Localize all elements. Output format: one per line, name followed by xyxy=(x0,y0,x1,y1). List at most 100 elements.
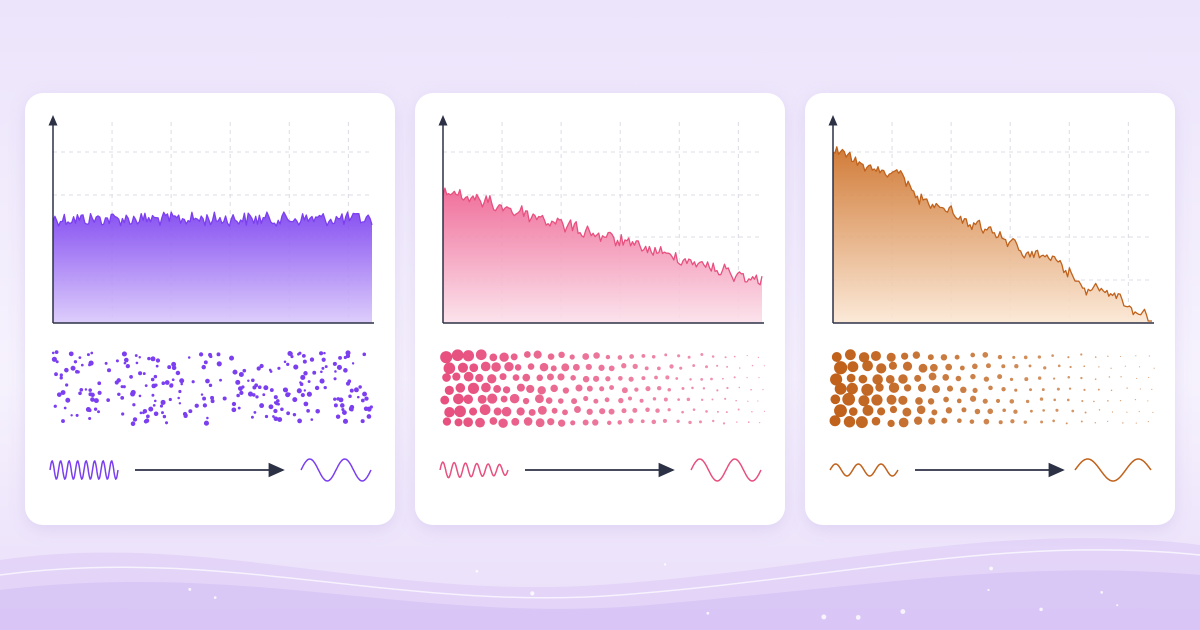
dot xyxy=(618,375,623,381)
dot xyxy=(664,353,668,357)
dot xyxy=(75,413,79,417)
dot xyxy=(1111,411,1114,413)
dot xyxy=(737,408,740,411)
dot xyxy=(692,364,696,367)
dot xyxy=(369,405,373,409)
dot xyxy=(599,408,606,415)
dot xyxy=(1029,388,1033,392)
dot xyxy=(677,398,680,401)
dot xyxy=(130,389,136,395)
dot xyxy=(276,399,280,403)
dot xyxy=(171,361,177,367)
dot xyxy=(677,354,681,358)
dot xyxy=(724,356,727,359)
dot xyxy=(593,398,599,404)
dot xyxy=(1083,388,1086,391)
dot xyxy=(1138,410,1140,413)
dot xyxy=(122,385,126,389)
dot xyxy=(1083,365,1086,368)
dot xyxy=(171,366,176,370)
dot xyxy=(88,363,91,367)
dot xyxy=(161,411,164,415)
dot xyxy=(1110,389,1113,392)
dot xyxy=(97,410,100,414)
dot xyxy=(53,404,57,408)
dot xyxy=(84,388,88,391)
dot xyxy=(56,392,62,397)
dot xyxy=(698,420,702,424)
dot xyxy=(159,404,164,408)
sparkle xyxy=(1039,607,1043,612)
dot xyxy=(150,377,155,382)
dot xyxy=(987,408,994,415)
dot xyxy=(705,365,708,369)
dot xyxy=(155,358,161,363)
dot xyxy=(970,373,976,380)
dot xyxy=(124,357,129,363)
dot xyxy=(259,403,265,409)
dot xyxy=(679,366,683,370)
dot xyxy=(1009,399,1015,404)
dot xyxy=(319,351,324,356)
dot xyxy=(366,414,372,419)
dot xyxy=(547,418,555,426)
dot xyxy=(641,376,646,381)
dot xyxy=(983,418,990,425)
dot xyxy=(104,361,108,365)
dot xyxy=(888,361,898,370)
dot xyxy=(86,353,90,357)
dot xyxy=(114,380,119,385)
dot xyxy=(239,390,244,396)
dot xyxy=(969,395,977,402)
dot xyxy=(645,386,651,392)
dot xyxy=(242,368,247,373)
dot xyxy=(960,386,967,394)
dot xyxy=(499,352,509,362)
sparkle xyxy=(475,569,479,573)
dot xyxy=(762,389,764,391)
dot xyxy=(537,405,547,415)
dot xyxy=(356,395,360,399)
dot xyxy=(972,387,978,393)
dot xyxy=(1148,376,1150,379)
dot xyxy=(153,399,157,403)
dot xyxy=(569,354,575,360)
dot xyxy=(463,417,473,428)
dot xyxy=(1037,376,1042,380)
dot xyxy=(571,398,578,405)
dot xyxy=(629,354,635,359)
dot xyxy=(299,382,304,387)
dot xyxy=(701,398,704,401)
dot xyxy=(722,422,726,425)
dot xyxy=(70,365,76,371)
dot xyxy=(582,419,589,426)
dot xyxy=(1014,364,1019,369)
dot xyxy=(716,364,719,367)
wave-small xyxy=(829,463,899,477)
dot xyxy=(512,374,520,381)
dot xyxy=(914,374,922,382)
dot xyxy=(216,352,221,357)
dot xyxy=(323,385,327,390)
dot xyxy=(345,353,351,359)
dot xyxy=(575,384,583,392)
dot xyxy=(489,353,498,362)
dot xyxy=(303,389,307,392)
sparkle xyxy=(530,591,535,596)
dot xyxy=(51,351,55,355)
dot xyxy=(875,383,884,392)
dot xyxy=(733,355,736,358)
dot xyxy=(444,407,455,418)
dot xyxy=(628,376,634,382)
dot xyxy=(222,396,227,401)
dot xyxy=(870,350,881,361)
dot xyxy=(502,386,511,394)
dot xyxy=(572,363,580,371)
dot xyxy=(188,409,193,414)
dot xyxy=(273,408,278,414)
dot xyxy=(1138,366,1141,368)
dot xyxy=(898,417,909,428)
dot xyxy=(998,420,1003,425)
dot xyxy=(321,366,325,370)
dot xyxy=(617,355,623,360)
